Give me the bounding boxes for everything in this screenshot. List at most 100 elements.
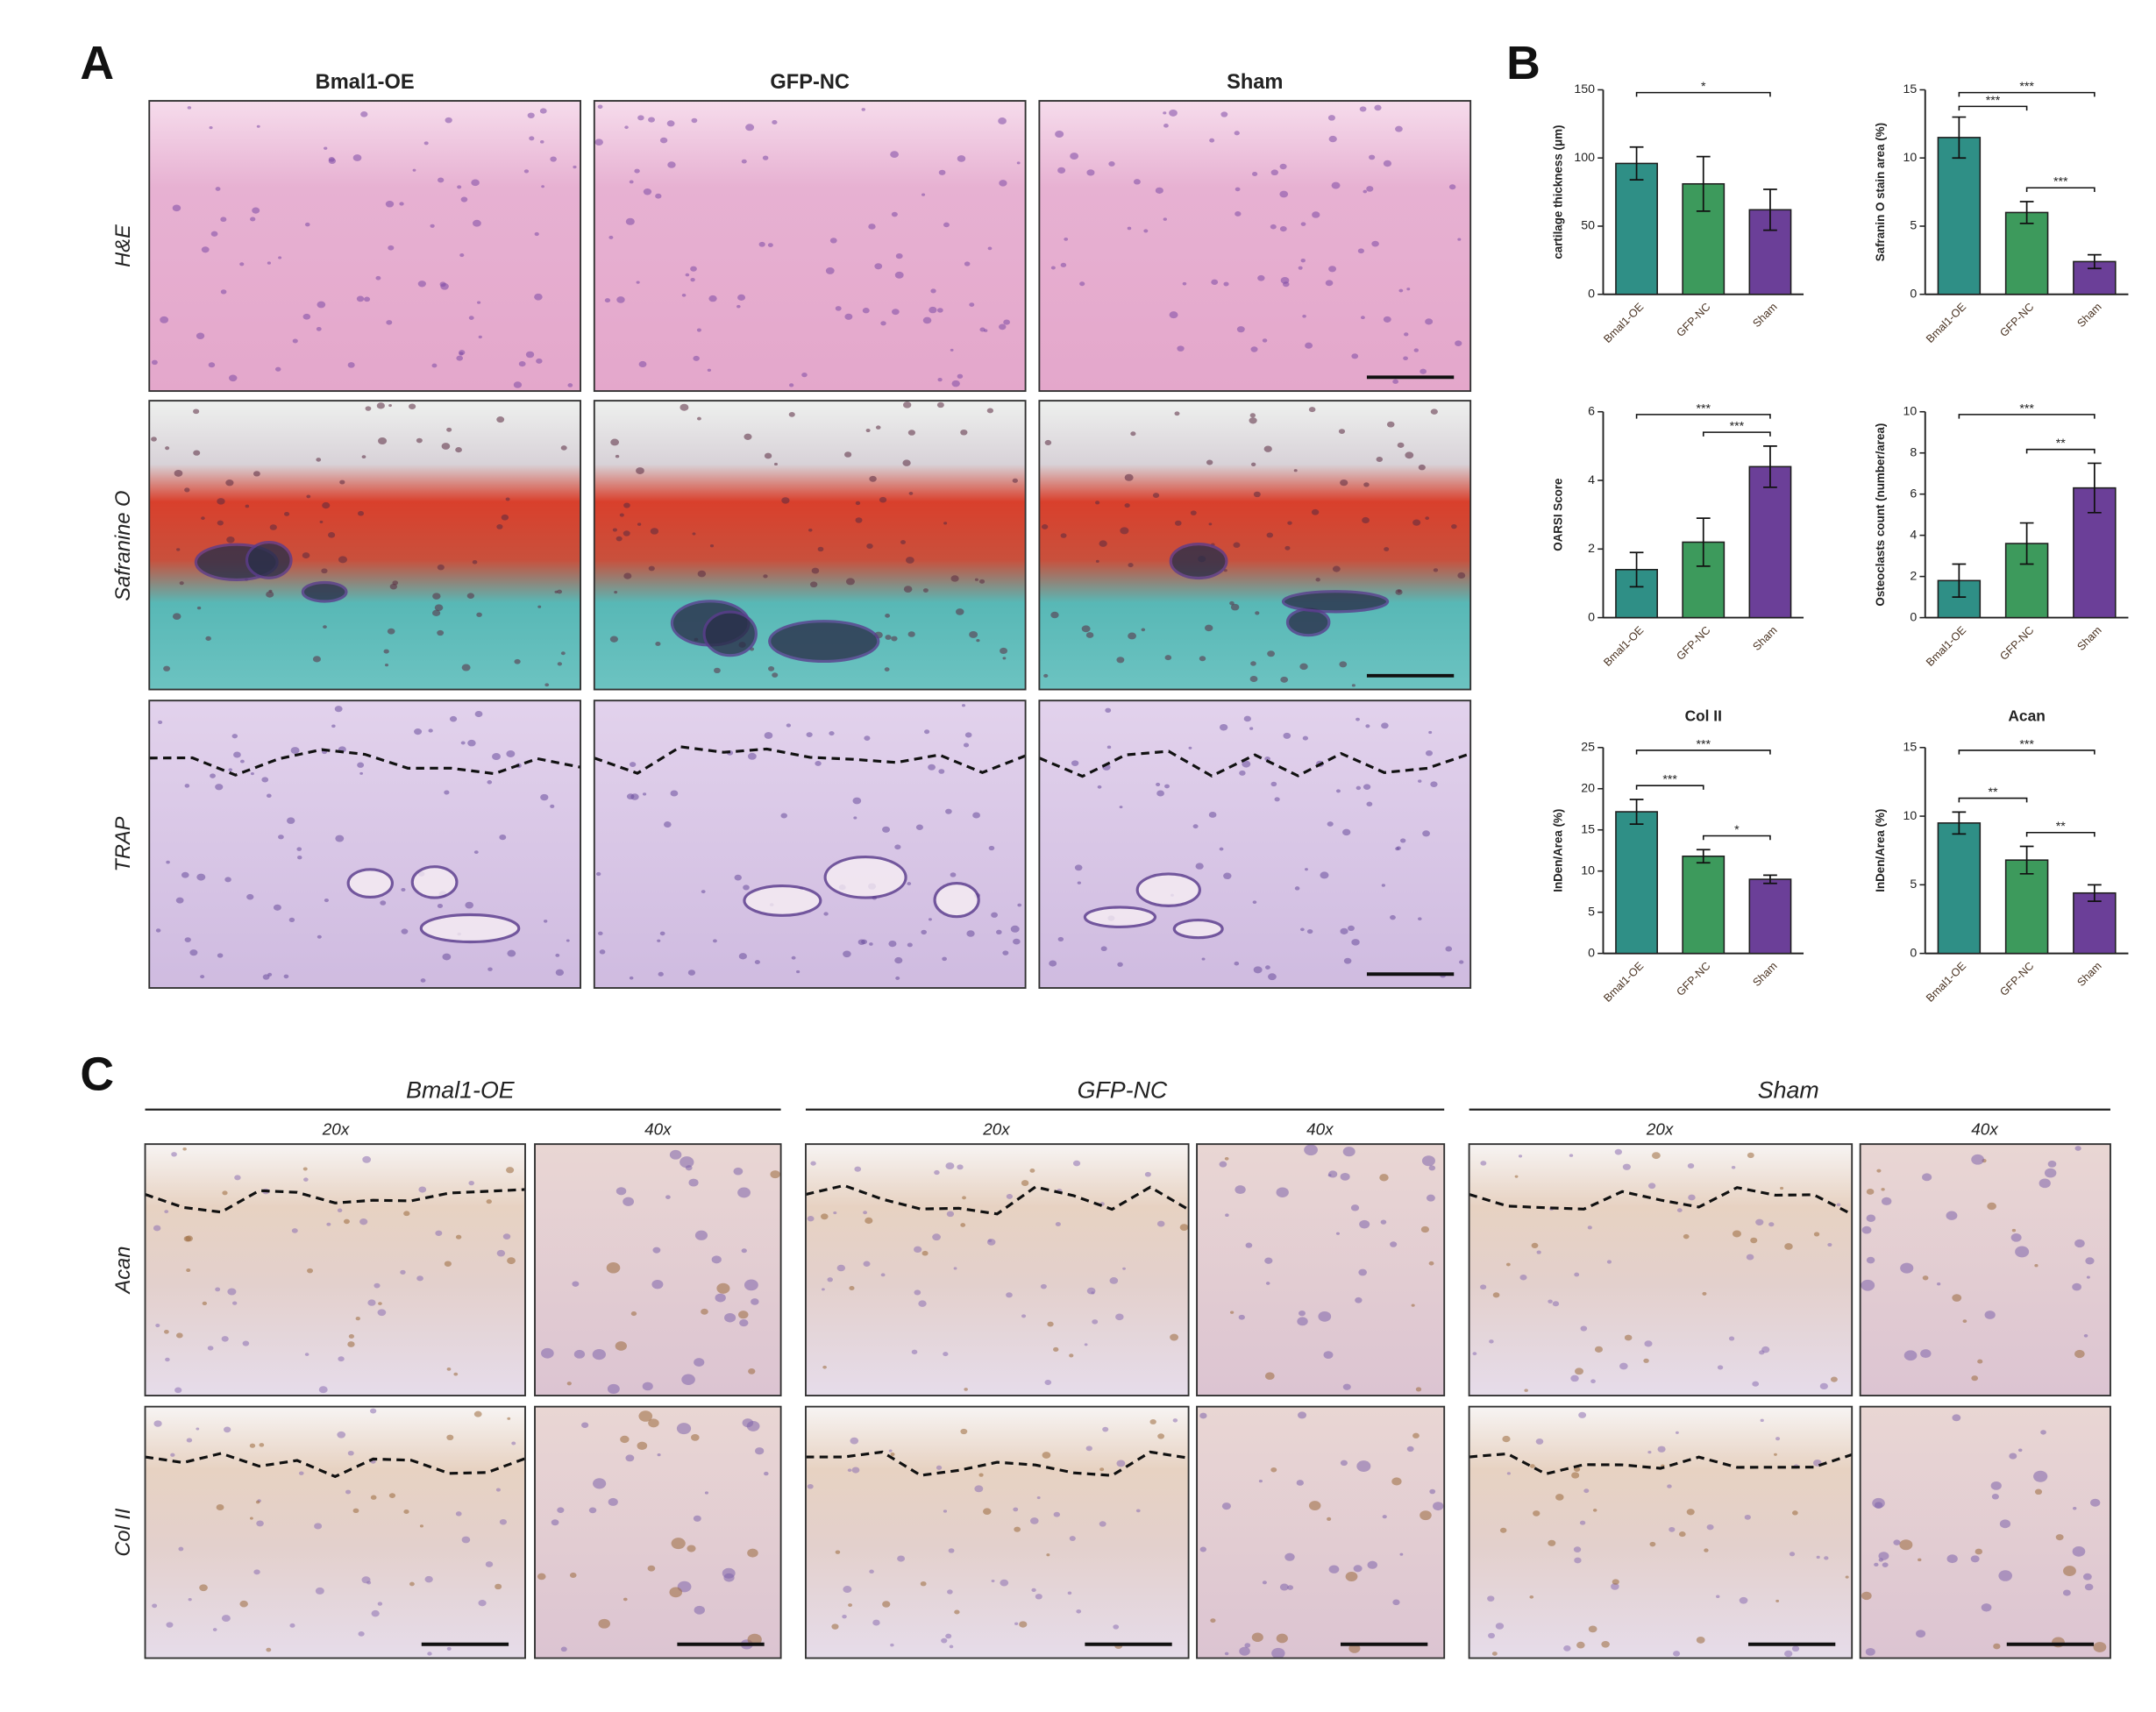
cell — [928, 764, 936, 771]
cell — [1306, 929, 1313, 934]
cell — [623, 1597, 628, 1602]
cell — [943, 1352, 949, 1357]
row-label: TRAP — [112, 816, 135, 871]
cell — [1021, 1180, 1029, 1186]
cell — [948, 1548, 955, 1553]
cell — [1235, 211, 1242, 217]
cell — [1029, 1517, 1039, 1524]
cell — [1043, 673, 1049, 678]
cell — [1428, 730, 1433, 735]
cell — [829, 238, 837, 244]
marrow-space — [1172, 918, 1224, 940]
cell — [1238, 1314, 1245, 1320]
cell — [540, 793, 549, 801]
cell — [1418, 464, 1426, 471]
panel-label: C — [80, 1048, 114, 1101]
error-bar — [1763, 445, 1777, 488]
micrograph-frame — [148, 400, 581, 691]
cell — [249, 1443, 256, 1448]
cell — [807, 1483, 814, 1489]
cell — [534, 293, 543, 301]
tidemark — [1038, 749, 1471, 778]
cell — [996, 929, 1002, 934]
cell — [1993, 1643, 2001, 1650]
bar-chart: Acan InDen/Area (%) 0 5 10 15 Bmal1-OE GFP-NC Sh… — [1874, 707, 2129, 1005]
cell — [650, 528, 659, 535]
cell — [416, 1275, 423, 1282]
cell — [298, 1471, 304, 1475]
y-tick-label: 50 — [1581, 219, 1595, 233]
cell — [233, 751, 241, 758]
cell — [599, 949, 606, 955]
cell — [1049, 960, 1057, 967]
cell — [573, 1349, 586, 1359]
cell — [614, 591, 618, 594]
cell — [1569, 1154, 1574, 1157]
significance-bracket — [1958, 105, 2028, 111]
cell — [821, 1213, 829, 1220]
cell — [269, 524, 277, 530]
cell — [1999, 1519, 2011, 1529]
y-tick-label: 0 — [1588, 287, 1595, 301]
cell — [1245, 1242, 1253, 1248]
cell — [227, 1288, 237, 1296]
micrograph-frame — [1038, 100, 1472, 393]
cell — [1451, 524, 1457, 529]
cell — [1420, 1225, 1429, 1233]
cell — [638, 360, 647, 368]
cell — [544, 920, 548, 923]
magnification: 20x — [1646, 1120, 1674, 1139]
cell — [1861, 1279, 1875, 1291]
cell — [477, 301, 481, 304]
cell — [1297, 1317, 1308, 1326]
cell — [1223, 872, 1232, 880]
cell — [890, 1453, 895, 1457]
cell — [842, 1614, 847, 1619]
cell — [1210, 1618, 1216, 1623]
cell — [1219, 847, 1224, 851]
cell — [437, 177, 445, 183]
cell — [1750, 1237, 1758, 1244]
cell — [1430, 408, 1438, 415]
cell — [153, 1225, 161, 1232]
cell — [359, 1218, 368, 1225]
cell — [943, 222, 950, 228]
cell — [217, 953, 224, 958]
cell — [446, 1367, 452, 1371]
micrograph-frame — [534, 1405, 782, 1659]
cell — [907, 942, 913, 948]
cell — [764, 452, 772, 459]
cell — [1420, 1510, 1432, 1521]
cell — [938, 169, 946, 175]
cell — [339, 480, 345, 485]
significance-label: ** — [1988, 785, 1998, 799]
cell — [659, 931, 665, 936]
cell — [754, 960, 760, 965]
cell — [1300, 222, 1306, 226]
micrograph-bg — [1039, 700, 1471, 989]
cell — [1398, 288, 1404, 293]
cell — [268, 589, 273, 593]
cell — [1728, 1336, 1735, 1341]
cell — [1105, 707, 1112, 714]
cell — [943, 1510, 948, 1513]
cell — [693, 1515, 701, 1522]
cell — [1606, 1260, 1612, 1264]
cell — [691, 1434, 700, 1441]
bar — [1937, 137, 1982, 295]
cell — [1445, 946, 1453, 952]
cell — [1017, 903, 1022, 907]
cell — [969, 631, 978, 638]
cell — [869, 1569, 874, 1574]
cell — [182, 1147, 187, 1151]
cell — [514, 658, 521, 664]
error-bar — [2087, 884, 2102, 902]
cell — [1092, 1319, 1099, 1325]
cell — [473, 850, 479, 855]
cell — [615, 454, 620, 458]
cell — [880, 1273, 886, 1277]
micrograph-frame — [1038, 700, 1472, 989]
cell — [1731, 1166, 1736, 1169]
cell — [1060, 262, 1067, 267]
cell — [455, 1511, 462, 1517]
